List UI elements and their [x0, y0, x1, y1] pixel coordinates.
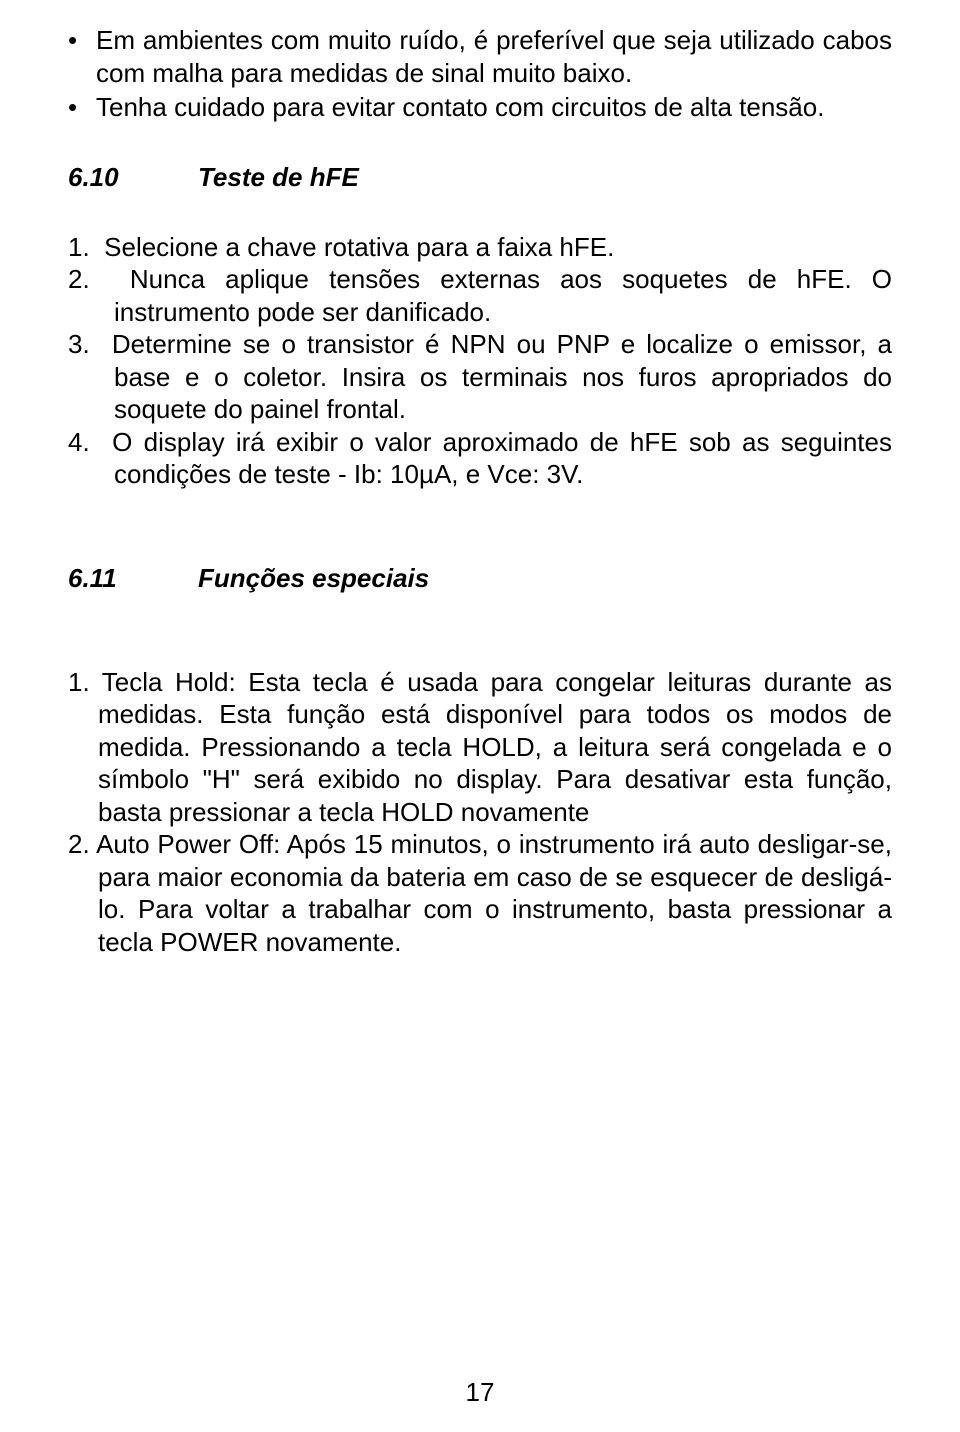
list-item-text: Auto Power Off: Após 15 minutos, o instr… [96, 829, 892, 957]
bullet-item: Em ambientes com muito ruído, é preferív… [68, 24, 892, 89]
list-item-text: Nunca aplique tensões externas aos soque… [114, 264, 892, 327]
section-number: 6.11 [68, 563, 198, 594]
list-item: 4. O display irá exibir o valor aproxima… [68, 426, 892, 491]
list-item-text: Determine se o transistor é NPN ou PNP e… [112, 329, 892, 424]
list-item: 1. Selecione a chave rotativa para a fai… [68, 231, 892, 264]
document-page: Em ambientes com muito ruído, é preferív… [0, 0, 960, 1432]
spacer [68, 491, 892, 563]
page-number: 17 [0, 1377, 960, 1408]
section-number: 6.10 [68, 162, 198, 193]
ordered-list-611: 1. Tecla Hold: Esta tecla é usada para c… [68, 666, 892, 959]
spacer [68, 632, 892, 666]
bullet-item: Tenha cuidado para evitar contato com ci… [68, 91, 892, 124]
list-item-text: Selecione a chave rotativa para a faixa … [104, 232, 614, 262]
list-item: 3. Determine se o transistor é NPN ou PN… [68, 328, 892, 426]
section-title: Teste de hFE [198, 162, 359, 192]
section-heading-610: 6.10Teste de hFE [68, 162, 892, 193]
list-item-text: Tecla Hold: Esta tecla é usada para cong… [98, 667, 892, 827]
section-title: Funções especiais [198, 563, 429, 593]
list-item: 2. Auto Power Off: Após 15 minutos, o in… [68, 828, 892, 958]
list-item-text: O display irá exibir o valor aproximado … [112, 427, 892, 490]
list-item: 1. Tecla Hold: Esta tecla é usada para c… [68, 666, 892, 829]
intro-bullet-list: Em ambientes com muito ruído, é preferív… [68, 24, 892, 124]
ordered-list-610: 1. Selecione a chave rotativa para a fai… [68, 231, 892, 491]
list-item: 2. Nunca aplique tensões externas aos so… [68, 263, 892, 328]
section-heading-611: 6.11Funções especiais [68, 563, 892, 594]
